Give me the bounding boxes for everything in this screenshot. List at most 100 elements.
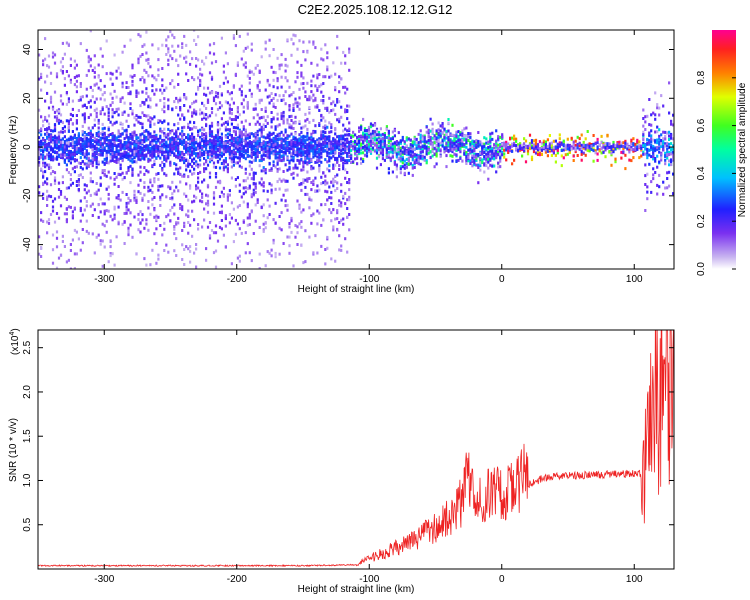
- heatmap-cell: [189, 62, 192, 66]
- heatmap-cell: [99, 153, 102, 157]
- heatmap-cell: [55, 245, 59, 249]
- heatmap-cell: [131, 148, 134, 152]
- heatmap-cell: [330, 202, 333, 205]
- heatmap-cell: [254, 147, 257, 151]
- heatmap-cell: [344, 138, 347, 142]
- heatmap-cell: [308, 152, 311, 156]
- heatmap-cell: [187, 143, 190, 147]
- heatmap-cell: [47, 218, 51, 222]
- heatmap-cell: [334, 86, 337, 89]
- heatmap-cell: [135, 154, 138, 158]
- heatmap-cell: [143, 153, 146, 157]
- heatmap-cell: [49, 146, 53, 150]
- heatmap-cell: [147, 170, 150, 174]
- heatmap-cell: [103, 202, 106, 206]
- heatmap-cell: [294, 151, 297, 154]
- heatmap-cell: [85, 73, 88, 77]
- heatmap-cell: [75, 119, 78, 123]
- heatmap-cell: [129, 38, 132, 42]
- spectrogram-heatmap: [38, 30, 674, 269]
- heatmap-cell: [203, 167, 206, 171]
- heatmap-cell: [413, 159, 416, 163]
- heatmap-cell: [107, 126, 110, 130]
- heatmap-cell: [250, 48, 253, 52]
- heatmap-cell: [197, 186, 200, 190]
- heatmap-cell: [246, 133, 249, 137]
- heatmap-cell: [42, 153, 45, 157]
- heatmap-cell: [391, 137, 394, 141]
- heatmap-cell: [89, 171, 92, 175]
- heatmap-cell: [65, 141, 68, 145]
- heatmap-cell: [397, 148, 400, 152]
- heatmap-cell: [205, 247, 208, 251]
- heatmap-cell: [246, 242, 249, 246]
- heatmap-cell: [232, 84, 235, 88]
- heatmap-cell: [334, 158, 337, 162]
- heatmap-cell: [286, 64, 289, 68]
- heatmap-cell: [151, 43, 154, 47]
- heatmap-cell: [290, 172, 293, 176]
- heatmap-cell: [123, 152, 126, 156]
- heatmap-cell: [278, 154, 281, 158]
- heatmap-cell: [278, 63, 281, 67]
- heatmap-cell: [189, 120, 192, 124]
- heatmap-cell: [93, 192, 96, 196]
- heatmap-cell: [147, 95, 150, 99]
- heatmap-cell: [258, 164, 261, 168]
- heatmap-cell: [187, 145, 190, 149]
- heatmap-cell: [310, 96, 313, 100]
- heatmap-cell: [181, 141, 184, 145]
- heatmap-cell: [163, 145, 166, 149]
- heatmap-cell: [42, 119, 45, 123]
- heatmap-cell: [296, 154, 299, 158]
- heatmap-cell: [149, 125, 152, 129]
- heatmap-cell: [385, 151, 388, 155]
- heatmap-cell: [266, 144, 269, 148]
- heatmap-cell: [348, 228, 351, 232]
- heatmap-cell: [145, 30, 148, 34]
- heatmap-cell: [175, 222, 178, 226]
- heatmap-cell: [371, 134, 375, 138]
- heatmap-cell: [224, 128, 227, 132]
- heatmap-cell: [218, 166, 222, 170]
- heatmap-cell: [115, 95, 118, 99]
- heatmap-cell: [153, 215, 156, 219]
- heatmap-cell: [242, 125, 245, 129]
- heatmap-cell: [163, 172, 166, 176]
- heatmap-cell: [137, 212, 140, 216]
- heatmap-cell: [290, 124, 293, 128]
- heatmap-cell: [312, 99, 315, 103]
- heatmap-cell: [395, 140, 398, 143]
- heatmap-cell: [363, 129, 367, 133]
- heatmap-cell: [133, 140, 136, 144]
- heatmap-cell: [346, 133, 349, 137]
- heatmap-cell: [260, 169, 263, 173]
- heatmap-cell: [429, 156, 432, 160]
- heatmap-cell: [145, 144, 148, 148]
- heatmap-cell: [197, 76, 200, 80]
- heatmap-cell: [55, 155, 59, 159]
- heatmap-cell: [203, 133, 206, 136]
- heatmap-cell: [312, 118, 315, 122]
- heatmap-cell: [157, 177, 160, 181]
- heatmap-cell: [69, 173, 72, 177]
- heatmap-cell: [109, 92, 112, 96]
- heatmap-cell: [127, 166, 130, 170]
- heatmap-cell: [85, 150, 88, 154]
- heatmap-cell: [332, 167, 335, 170]
- heatmap-cell: [129, 102, 132, 106]
- heatmap-cell: [155, 103, 158, 107]
- heatmap-cell: [212, 193, 216, 197]
- heatmap-cell: [367, 140, 371, 143]
- heatmap-cell: [302, 178, 305, 182]
- heatmap-cell: [260, 157, 263, 161]
- heatmap-cell: [59, 130, 63, 134]
- heatmap-cell: [447, 129, 450, 133]
- heatmap-cell: [127, 92, 130, 96]
- heatmap-cell: [205, 258, 208, 262]
- heatmap-cell: [208, 134, 212, 138]
- heatmap-cell: [177, 152, 180, 156]
- heatmap-cell: [423, 158, 426, 162]
- heatmap-cell: [119, 72, 122, 76]
- heatmap-cell: [73, 66, 76, 70]
